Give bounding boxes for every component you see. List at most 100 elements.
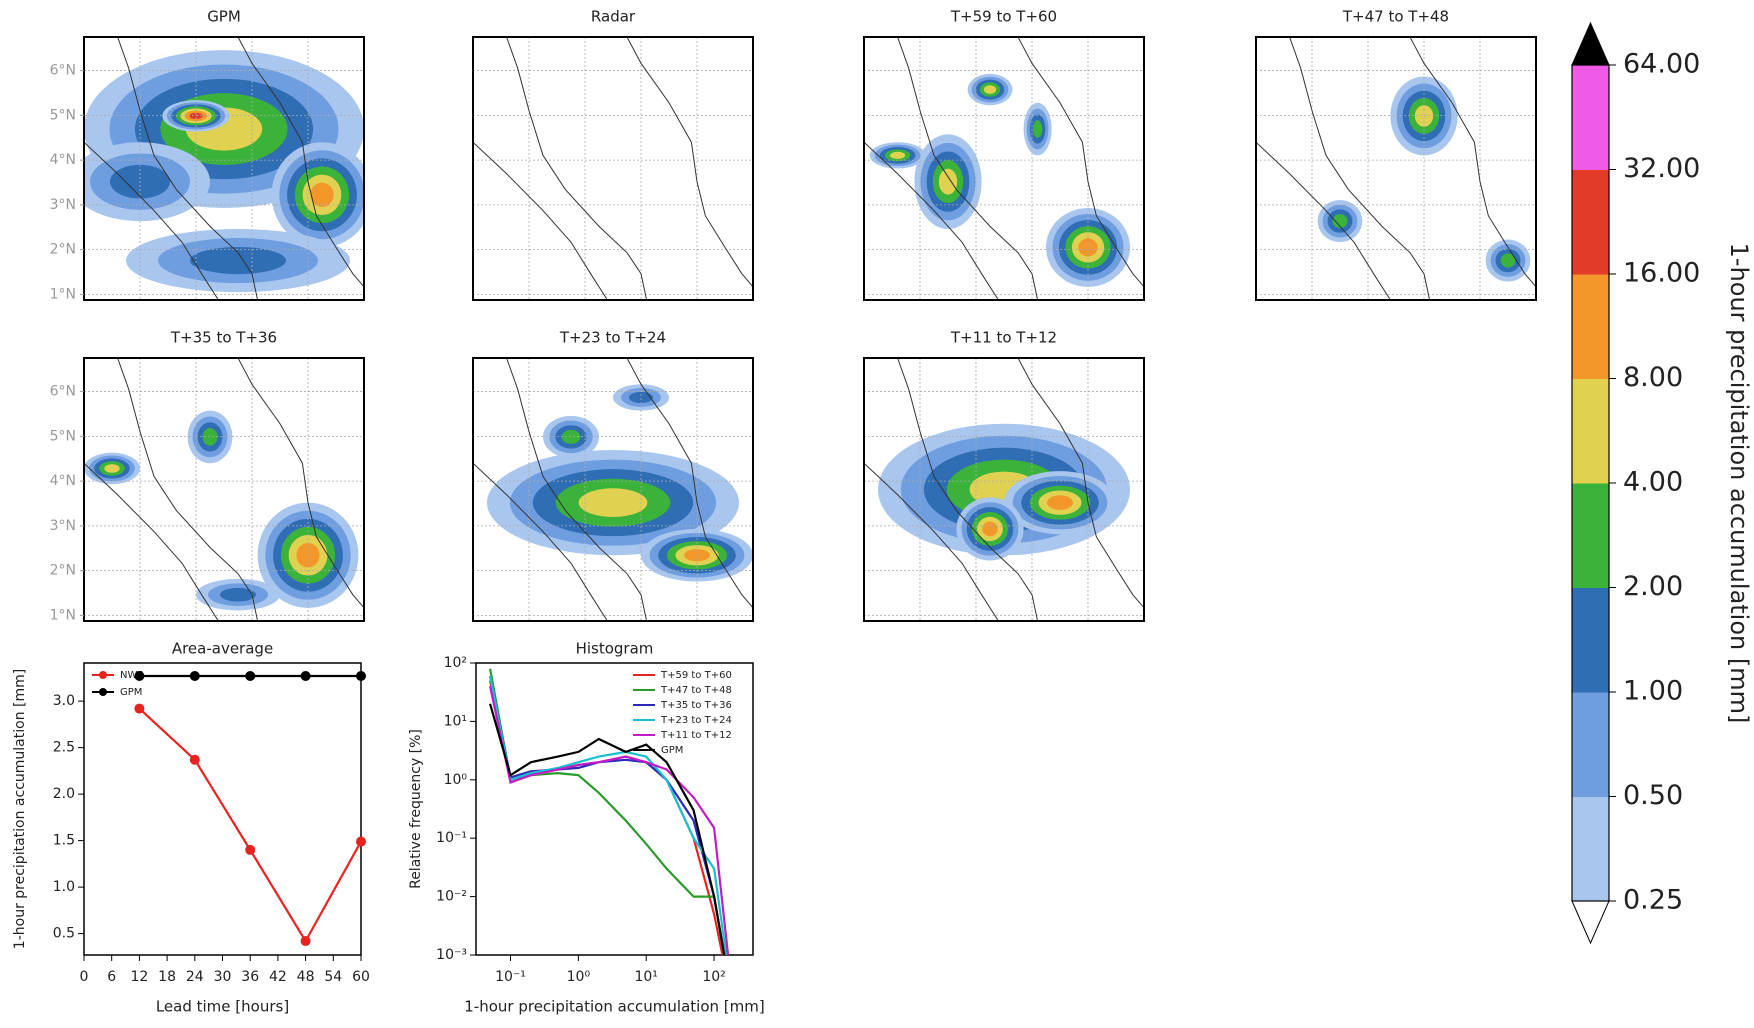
chart-title: Area-average [172,640,273,658]
colorbar-tick-label: 2.00 [1623,571,1683,602]
x-tick-label: 54 [324,969,342,985]
rain-area [202,428,218,446]
coastline [1018,358,1144,608]
point [189,754,200,765]
legend-label: GPM [120,687,142,698]
rain-area [189,112,203,120]
y-tick-label: 10⁰ [444,772,468,788]
map-frame [1255,36,1537,301]
coastline [238,37,364,287]
legend-label: T+35 to T+36 [660,700,732,711]
y-axis-label: Relative frequency [%] [408,729,424,889]
series-line [489,675,726,955]
map-title: T+35 to T+36 [170,329,277,347]
y-tick-label: 2.0 [53,786,75,802]
colorbar-tick-label: 0.25 [1623,885,1683,916]
legend-label: T+11 to T+12 [660,730,732,741]
point [356,671,366,682]
map-panel [1256,37,1536,300]
coastline [118,358,258,621]
legend-label: NWP [120,670,143,681]
lat-label: 5°N [50,428,76,444]
colorbar-segment [1572,587,1609,693]
x-tick-label: 10⁻¹ [495,969,526,985]
rain-area [889,151,906,159]
coastline [118,37,258,300]
rain-area [1414,105,1434,127]
y-tick-label: 0.5 [53,926,75,942]
coastline [1290,37,1430,300]
coastline [84,142,218,300]
map-panel [864,37,1144,300]
map-title: GPM [207,8,241,26]
x-tick-label: 30 [214,969,232,985]
lat-label: 1°N [50,607,76,623]
rain-area [629,391,653,404]
map-title: Radar [591,8,636,26]
coastline [473,142,607,300]
y-tick-label: 2.5 [53,740,75,756]
point [356,836,366,847]
map-frame [863,36,1145,301]
coastline [1410,37,1536,287]
legend-marker [99,671,107,679]
point [300,671,311,682]
legend-marker [99,688,107,696]
rain-area [1078,238,1098,257]
rain-area [1500,253,1516,268]
x-tick-label: 12 [130,969,148,985]
legend-label: T+59 to T+60 [660,670,732,681]
colorbar-tick-label: 32.00 [1623,153,1700,184]
colorbar-tick-label: 1.00 [1623,676,1683,707]
colorbar-tick-label: 0.50 [1623,780,1683,811]
lat-label: 6°N [50,63,76,79]
x-tick-label: 10⁰ [567,969,591,985]
coastline [84,463,218,621]
x-tick-label: 42 [269,969,287,985]
coastline [473,463,607,621]
y-tick-label: 10⁻³ [436,947,467,963]
legend-label: GPM [661,745,683,756]
point [245,844,256,855]
map-frame [472,36,754,301]
map-title: T+23 to T+24 [559,329,666,347]
rain-area [982,521,998,537]
rain-area [561,429,581,444]
point [134,703,145,714]
rain-area [578,488,648,517]
colorbar-tick-label: 8.00 [1623,362,1683,393]
point [189,671,200,682]
plot-frame [83,662,362,956]
y-tick-label: 10⁻¹ [436,830,467,846]
colorbar-label: 1-hour precipitation accumulation [mm] [1725,243,1753,724]
point [134,671,145,682]
lat-label: 4°N [50,152,76,168]
map-title: T+59 to T+60 [950,8,1057,26]
lat-label: 2°N [50,563,76,579]
chart-title: Histogram [576,640,654,658]
y-tick-label: 10¹ [444,713,467,729]
y-tick-label: 1.5 [53,833,75,849]
x-tick-label: 10² [702,969,725,985]
x-axis-label: 1-hour precipitation accumulation [mm] [464,998,764,1016]
colorbar-segment [1572,65,1609,170]
x-tick-label: 0 [80,969,89,985]
coastline [627,358,753,608]
coastline [238,358,364,608]
coastline [507,37,647,300]
x-axis-label: Lead time [hours] [156,998,289,1016]
map-panel [84,358,364,621]
y-tick-label: 10⁻² [436,889,467,905]
map-panel [473,37,753,300]
colorbar-segment [1572,169,1609,275]
rain-area [310,182,334,207]
legend-label: T+23 to T+24 [660,715,732,726]
y-tick-label: 1.0 [53,879,75,895]
colorbar-tick-label: 4.00 [1623,467,1683,498]
lat-label: 4°N [50,473,76,489]
coastline [864,142,998,300]
rain-area [938,168,958,195]
y-tick-label: 10² [444,655,467,671]
colorbar-segment [1572,483,1609,588]
